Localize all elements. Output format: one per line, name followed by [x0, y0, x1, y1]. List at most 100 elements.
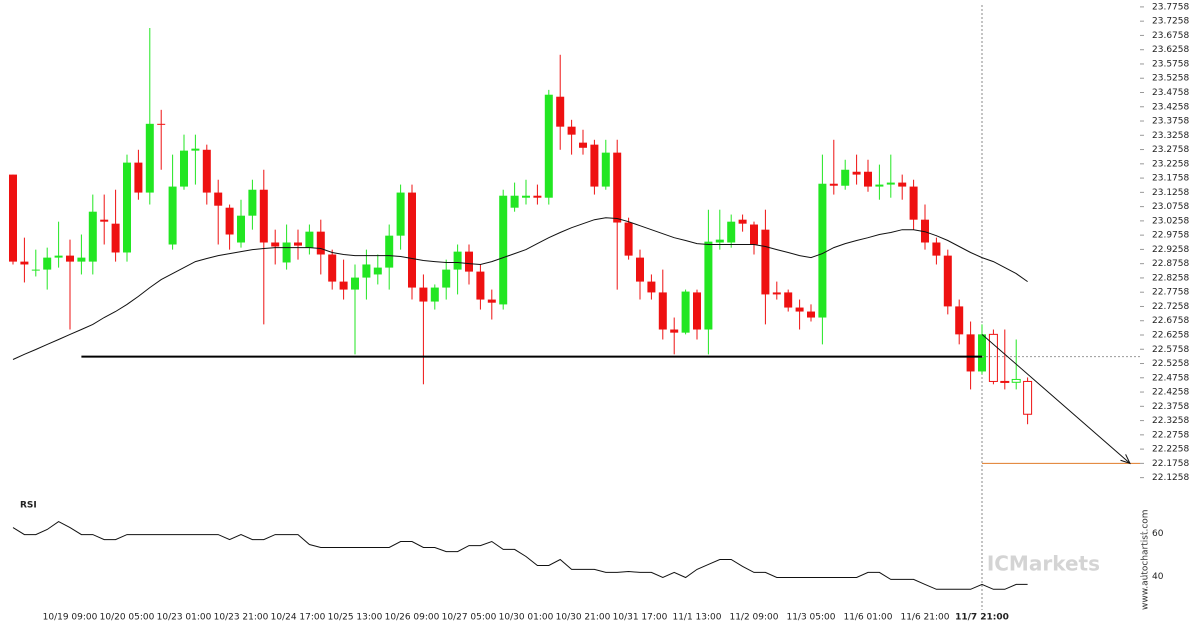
candle-body: [43, 257, 52, 270]
y-tick-label: 23.0758: [1152, 202, 1189, 212]
candle-body: [123, 162, 131, 253]
y-tick-label: 22.1258: [1152, 473, 1189, 483]
x-tick-label: 10/19 09:00: [43, 613, 98, 623]
candle-body: [522, 195, 530, 198]
candle-body: [20, 261, 29, 265]
candle-body: [351, 277, 359, 290]
candle-body: [54, 255, 63, 258]
candle-body: [613, 152, 622, 223]
candle-body: [647, 281, 656, 293]
y-tick-label: 22.4758: [1152, 373, 1189, 383]
candle-body: [761, 229, 770, 295]
candle-body: [225, 207, 234, 235]
candle-body: [966, 334, 975, 372]
candle-body: [784, 292, 793, 308]
candle-body: [1000, 380, 1010, 383]
candle-body: [305, 231, 314, 248]
candle-body: [442, 269, 451, 288]
y-tick-label: 22.7758: [1152, 288, 1189, 298]
candle-body: [271, 242, 280, 247]
candle-body: [875, 184, 884, 187]
candle-body: [841, 169, 850, 186]
candle-body: [362, 264, 371, 278]
rsi-tick-label: 60: [1152, 529, 1164, 539]
x-tick-label: 10/25 13:00: [328, 613, 383, 623]
candle-body: [157, 123, 166, 125]
candle-body: [829, 183, 838, 186]
x-tick-label: 10/23 01:00: [157, 613, 212, 623]
candle-body: [180, 150, 188, 187]
candle-body: [396, 192, 405, 236]
y-tick-label: 23.7258: [1152, 17, 1189, 27]
candle-body: [419, 287, 428, 302]
candle-body: [898, 182, 907, 187]
x-tick-label: 10/31 17:00: [613, 613, 668, 623]
candle-body: [715, 239, 724, 243]
candle-body: [567, 126, 576, 135]
y-tick-label: 23.6258: [1152, 45, 1189, 55]
candle-body: [31, 269, 40, 271]
credit: www.autochartist.com: [1141, 509, 1151, 610]
y-tick-label: 23.7758: [1152, 2, 1189, 12]
candle-body: [658, 292, 667, 330]
arrow-head: [1120, 454, 1131, 465]
candle-body: [921, 219, 929, 243]
candle-body: [248, 189, 257, 216]
candle-body: [465, 251, 473, 272]
candle-body: [750, 224, 758, 245]
candle-body: [66, 255, 74, 262]
y-tick-label: 23.3258: [1152, 131, 1189, 141]
candle-body: [795, 307, 804, 312]
candle-body: [316, 231, 325, 255]
candle-body: [168, 186, 177, 245]
y-tick-label: 23.0258: [1152, 216, 1189, 226]
candle-body: [807, 311, 815, 318]
candle-body: [487, 299, 496, 303]
x-tick-label: 10/20 05:00: [100, 613, 155, 623]
moving-average: [12, 217, 1028, 360]
rsi-line: [12, 521, 1028, 590]
candle-body: [533, 195, 542, 198]
y-tick-label: 22.5758: [1152, 345, 1189, 355]
x-tick-label: 11/2 09:00: [729, 613, 778, 623]
y-tick-label: 22.4258: [1152, 388, 1189, 398]
candle-body: [77, 257, 86, 262]
candle-body: [955, 306, 964, 335]
x-tick-label: 11/3 05:00: [786, 613, 835, 623]
candle-body: [1011, 378, 1021, 383]
candle-body: [191, 148, 200, 151]
candle-body: [88, 211, 97, 262]
candle-body: [385, 235, 394, 268]
candle-body: [670, 329, 679, 333]
projection-arrow: [981, 333, 1131, 464]
candle-body: [579, 142, 587, 148]
y-tick-label: 22.1758: [1152, 459, 1189, 469]
y-tick-label: 23.5758: [1152, 59, 1189, 69]
candle-body: [727, 221, 736, 243]
candle-body: [556, 96, 565, 127]
candle-body: [818, 183, 827, 318]
x-tick-label: 11/1 13:00: [672, 613, 721, 623]
candle-body: [214, 192, 223, 206]
candle-body: [237, 215, 245, 243]
candle-body: [202, 149, 211, 193]
candle-body: [453, 251, 462, 270]
candle-body: [510, 195, 519, 208]
candle-body: [111, 223, 120, 253]
candle-body: [988, 333, 998, 382]
candle-body: [932, 242, 941, 256]
y-tick-label: 22.2758: [1152, 430, 1189, 440]
y-tick-label: 22.5258: [1152, 359, 1189, 369]
candle-body: [476, 271, 485, 300]
y-tick-label: 22.6258: [1152, 330, 1189, 340]
candle-body: [328, 254, 337, 282]
candle-body: [943, 255, 952, 307]
y-tick-label: 22.3258: [1152, 416, 1189, 426]
candle-body: [624, 222, 633, 256]
candle-body: [704, 241, 713, 330]
y-tick-label: 23.4258: [1152, 102, 1189, 112]
candle-body: [430, 287, 439, 302]
x-tick-label: 11/6 01:00: [843, 613, 892, 623]
candle-body: [590, 144, 599, 187]
y-tick-label: 22.2258: [1152, 445, 1189, 455]
